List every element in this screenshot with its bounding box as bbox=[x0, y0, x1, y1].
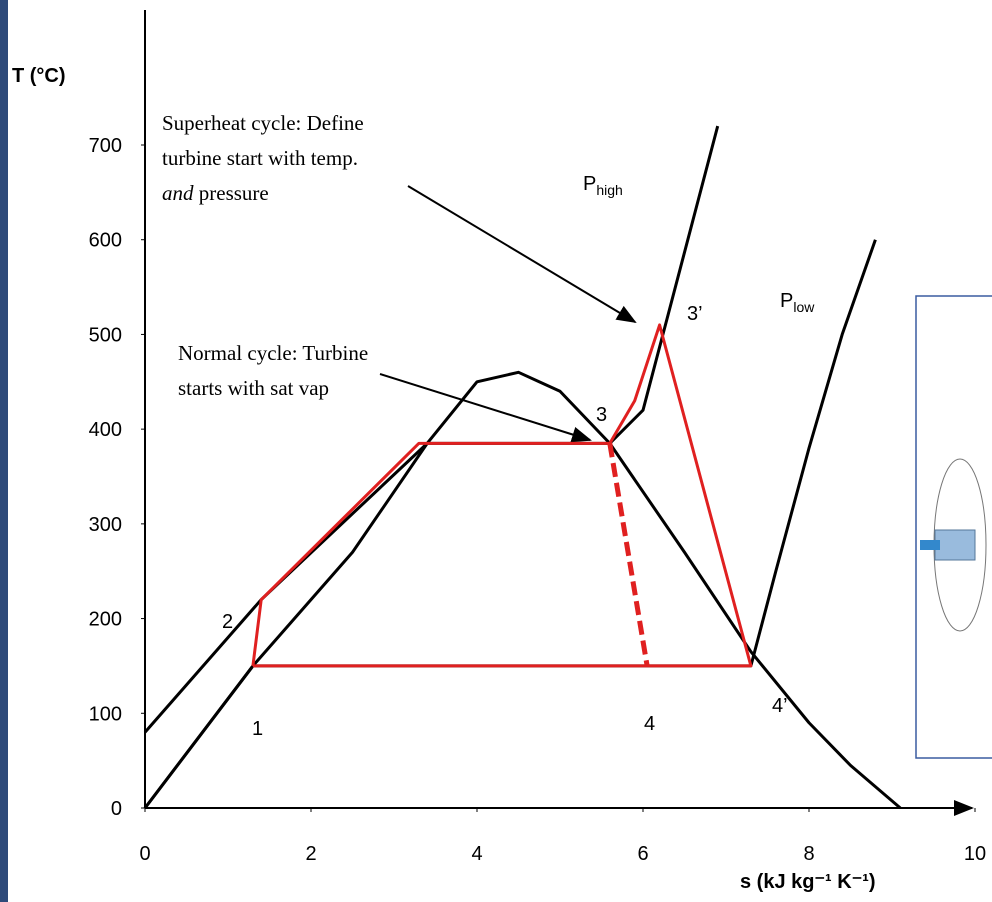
x-tick-label: 0 bbox=[139, 843, 150, 865]
annotation: Normal cycle: Turbine starts with sat va… bbox=[178, 341, 373, 400]
y-tick-label: 100 bbox=[89, 703, 122, 725]
pressure-label: Plow bbox=[780, 290, 815, 315]
x-tick-label: 8 bbox=[803, 843, 814, 865]
x-tick-label: 2 bbox=[305, 843, 316, 865]
y-tick-label: 300 bbox=[89, 514, 122, 536]
inset-box bbox=[916, 296, 992, 758]
y-axis-label: T (°C) bbox=[12, 65, 66, 87]
x-tick-label: 10 bbox=[964, 843, 986, 865]
chart: T (°C) s (kJ kg⁻¹ K⁻¹) Superheat cycle: … bbox=[0, 0, 992, 902]
point-label: 3 bbox=[596, 404, 607, 426]
curve bbox=[145, 372, 900, 808]
curve bbox=[145, 126, 718, 732]
annotation-line: starts with sat vap bbox=[178, 376, 329, 400]
point-label: 4 bbox=[644, 713, 655, 735]
pressure-label-sub: high bbox=[596, 182, 622, 198]
pressure-label-sub: low bbox=[793, 299, 815, 315]
x-tick-label: 6 bbox=[637, 843, 648, 865]
arrow bbox=[408, 186, 635, 322]
point-label: 2 bbox=[222, 611, 233, 633]
pressure-label: Phigh bbox=[583, 173, 623, 198]
annotation-line: Superheat cycle: Define bbox=[162, 111, 364, 135]
point-label: 4’ bbox=[772, 695, 788, 717]
y-tick-label: 500 bbox=[89, 324, 122, 346]
y-tick-label: 0 bbox=[111, 798, 122, 820]
annotation-line: and bbox=[162, 181, 194, 205]
curve bbox=[610, 443, 647, 666]
y-tick-label: 700 bbox=[89, 135, 122, 157]
arrow bbox=[380, 374, 590, 440]
point-label: 1 bbox=[252, 718, 263, 740]
x-axis-label: s (kJ kg⁻¹ K⁻¹) bbox=[740, 871, 876, 893]
annotation: Superheat cycle: Define turbine start wi… bbox=[162, 111, 369, 205]
side-strip bbox=[0, 0, 8, 902]
x-tick-label: 4 bbox=[471, 843, 482, 865]
annotation-line: pressure bbox=[194, 181, 269, 205]
annotation-line: turbine start with temp. bbox=[162, 146, 358, 170]
pressure-label-main: P bbox=[583, 173, 596, 195]
y-tick-label: 400 bbox=[89, 419, 122, 441]
y-tick-label: 200 bbox=[89, 609, 122, 631]
annotation-line: Normal cycle: Turbine bbox=[178, 341, 368, 365]
point-label: 3’ bbox=[687, 303, 703, 325]
pressure-label-main: P bbox=[780, 290, 793, 312]
y-tick-label: 600 bbox=[89, 230, 122, 252]
